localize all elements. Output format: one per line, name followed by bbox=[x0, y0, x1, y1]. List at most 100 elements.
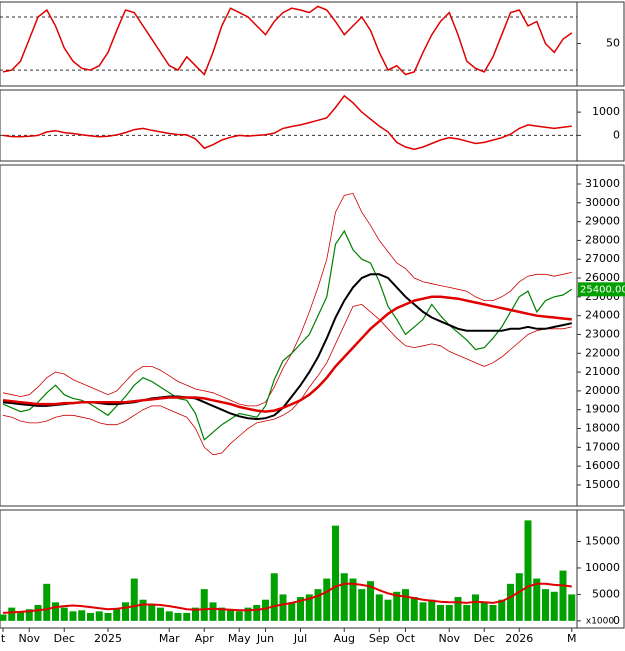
volume-bar bbox=[445, 604, 453, 621]
volume-bar bbox=[130, 578, 138, 621]
volume-bar bbox=[480, 602, 488, 621]
series-line bbox=[2, 94, 572, 151]
y-tick-label: 29000 bbox=[585, 215, 620, 228]
price-badge bbox=[578, 282, 625, 297]
volume-bar bbox=[113, 609, 121, 621]
volume-bar bbox=[104, 612, 112, 621]
volume-bar bbox=[384, 599, 392, 621]
volume-bar bbox=[375, 594, 383, 621]
y-tick-label: 5000 bbox=[592, 587, 620, 600]
volume-bar bbox=[463, 604, 471, 621]
x-tick-label: Nov bbox=[19, 632, 41, 645]
volume-bar bbox=[139, 599, 147, 621]
y-tick-label: 24000 bbox=[585, 309, 620, 322]
series-line bbox=[2, 273, 573, 421]
x-tick-label: May bbox=[228, 632, 251, 645]
volume-bar bbox=[305, 594, 313, 621]
volume-bar bbox=[288, 602, 296, 621]
y-tick-label: 23000 bbox=[585, 327, 620, 340]
y-tick-label: 1000 bbox=[592, 105, 620, 118]
volume-bar bbox=[314, 589, 322, 621]
price-badge-label: 25400.00 bbox=[580, 284, 625, 295]
y-tick-label: 50 bbox=[606, 37, 620, 50]
volume-bar bbox=[52, 602, 59, 621]
volume-bar bbox=[323, 578, 331, 621]
x-tick-label: Nov bbox=[439, 632, 461, 645]
x-tick-label: Mar bbox=[159, 632, 180, 645]
y-tick-label: 27000 bbox=[585, 252, 620, 265]
volume-bar bbox=[183, 612, 191, 621]
y-tick-label: 31000 bbox=[585, 177, 620, 190]
y-tick-label: 26000 bbox=[585, 271, 620, 284]
volume-bar bbox=[25, 609, 33, 621]
volume-bar bbox=[174, 612, 182, 621]
panel-frame bbox=[0, 1, 625, 87]
volume-bar bbox=[218, 607, 226, 621]
volume-bar bbox=[34, 604, 42, 621]
x-tick-label: Apr bbox=[195, 632, 215, 645]
y-tick-label: 19000 bbox=[585, 403, 620, 416]
volume-bar bbox=[244, 607, 252, 621]
volume-bar bbox=[192, 607, 199, 621]
y-tick-label: 15000 bbox=[585, 535, 620, 548]
x-tick-label: Dec bbox=[474, 632, 495, 645]
volume-bar bbox=[235, 611, 243, 621]
volume-bar bbox=[122, 602, 129, 621]
series-line bbox=[2, 295, 572, 413]
series-line bbox=[2, 303, 572, 456]
volume-bar bbox=[559, 570, 567, 621]
x-tick-label: Aug bbox=[334, 632, 355, 645]
volume-bar bbox=[498, 599, 506, 621]
x-tick-label: Sep bbox=[369, 632, 390, 645]
volume-bar bbox=[393, 591, 401, 621]
volume-bar bbox=[279, 594, 287, 621]
volume-bar bbox=[489, 604, 497, 621]
x-tick-label: Dec bbox=[54, 632, 75, 645]
y-tick-label: 15000 bbox=[585, 478, 620, 491]
volume-bar bbox=[367, 581, 374, 621]
volume-bar bbox=[148, 604, 156, 621]
volume-bar bbox=[428, 599, 436, 621]
volume-bar bbox=[349, 578, 357, 621]
y-tick-label: 18000 bbox=[585, 422, 620, 435]
panel-frame bbox=[0, 509, 625, 629]
x-tick-label: M bbox=[567, 632, 577, 645]
volume-bar bbox=[8, 607, 16, 621]
volume-bar bbox=[17, 611, 24, 621]
volume-bar bbox=[69, 611, 77, 621]
volume-bar bbox=[209, 602, 217, 621]
x-tick-label: Jul bbox=[293, 632, 307, 645]
volume-bar bbox=[200, 589, 208, 621]
volume-bar bbox=[550, 591, 558, 621]
volume-bar bbox=[78, 610, 86, 621]
y-tick-label: 21000 bbox=[585, 365, 620, 378]
y-tick-label: 17000 bbox=[585, 440, 620, 453]
volume-bar bbox=[262, 599, 269, 621]
volume-bar bbox=[165, 611, 173, 621]
volume-bar bbox=[410, 597, 418, 621]
unit-label: x1000 bbox=[586, 617, 615, 627]
x-tick-label: 2025 bbox=[94, 632, 122, 645]
volume-bar bbox=[437, 604, 444, 621]
y-tick-label: 10000 bbox=[585, 561, 620, 574]
x-tick-label: t bbox=[1, 632, 6, 645]
volume-bar bbox=[419, 602, 427, 621]
volume-bar bbox=[402, 589, 409, 621]
volume-bar bbox=[0, 614, 7, 621]
y-tick-label: 16000 bbox=[585, 459, 620, 472]
y-tick-label: 30000 bbox=[585, 196, 620, 209]
x-tick-label: Jun bbox=[256, 632, 274, 645]
volume-bar bbox=[524, 520, 532, 621]
series-line bbox=[2, 229, 573, 441]
volume-bar bbox=[332, 525, 339, 621]
volume-bar bbox=[542, 589, 549, 621]
volume-bar bbox=[87, 612, 94, 621]
x-tick-label: Oct bbox=[396, 632, 416, 645]
series-line bbox=[2, 192, 572, 407]
volume-bar bbox=[515, 573, 523, 621]
volume-bar bbox=[454, 597, 462, 621]
y-tick-label: 0 bbox=[613, 128, 620, 141]
volume-bar bbox=[227, 610, 234, 621]
